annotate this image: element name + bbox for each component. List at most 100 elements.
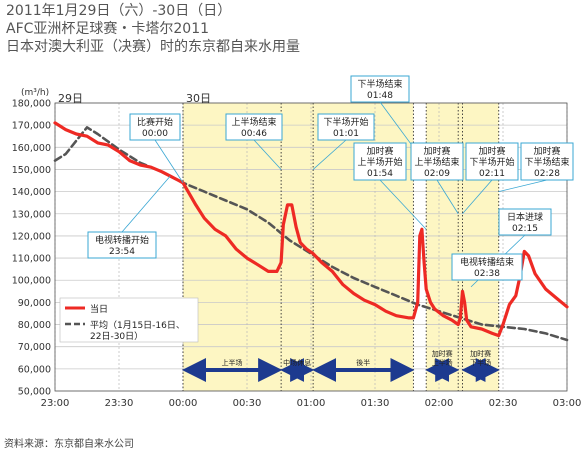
y-tick-label: 60,000	[18, 364, 51, 375]
callout-text: 02:11	[479, 169, 505, 179]
callout-text: 01:54	[367, 169, 393, 179]
x-tick-label: 03:00	[553, 398, 582, 409]
period-label: 加时赛	[432, 349, 453, 358]
callout-box	[410, 142, 464, 181]
y-tick-label: 100,000	[12, 276, 51, 287]
callout-box	[317, 113, 375, 141]
callout-text: 下半场结束	[357, 78, 402, 90]
y-tick-label: 150,000	[12, 165, 51, 176]
x-tick-label: 01:30	[361, 398, 390, 409]
x-tick-label: 00:00	[169, 398, 198, 409]
callout-text: 00:00	[142, 129, 168, 139]
chart-title-line-2: AFC亚洲杯足球赛・卡塔尔2011	[6, 21, 210, 37]
callout-box	[87, 231, 157, 259]
period-label: 中场休息	[283, 358, 311, 367]
callout-text: 比赛开始	[137, 116, 173, 128]
chart-title-line-1: 2011年1月29日（六）-30日（日）	[6, 3, 232, 19]
callout-leader	[253, 139, 282, 170]
callout-text: 01:01	[333, 129, 359, 139]
y-tick-label: 130,000	[12, 209, 51, 220]
callout-box	[520, 142, 574, 181]
callout-box	[353, 142, 407, 181]
callout-leader	[498, 179, 548, 193]
callout-text: 电视转播结束	[460, 256, 514, 268]
callout-text: 下半场开始	[323, 116, 368, 128]
x-tick-label: 02:30	[489, 398, 518, 409]
y-tick-label: 50,000	[18, 387, 51, 398]
callout-leader	[462, 179, 493, 215]
y-tick-label: 70,000	[18, 342, 51, 353]
series-today-line	[53, 121, 569, 338]
callout-text: 日本进球	[507, 211, 543, 223]
x-tick-label: 00:30	[233, 398, 262, 409]
callout-text: 02:28	[534, 169, 560, 179]
callout-text: 02:15	[512, 224, 538, 234]
callout-text: 电视转播开始	[95, 234, 149, 246]
y-tick-label: 80,000	[18, 320, 51, 331]
callout-text: 23:54	[109, 247, 135, 257]
x-tick-label: 23:00	[41, 398, 70, 409]
callout-leader	[312, 139, 347, 170]
callout-text: 加时赛	[478, 145, 505, 157]
plot-frame	[54, 102, 568, 392]
period-label: 下半场	[470, 358, 491, 367]
x-tick-label: 02:00	[425, 398, 454, 409]
callout-leader	[121, 175, 171, 233]
callout-text: 下半场结束	[524, 156, 569, 168]
callout-box	[451, 253, 523, 281]
callout-text: 01:48	[367, 91, 393, 101]
callout-leader	[379, 179, 427, 230]
callout-text: 上半场开始	[357, 156, 402, 168]
y-tick-label: 120,000	[12, 231, 51, 242]
period-label: 後半	[356, 358, 370, 367]
callout-leader	[154, 139, 184, 183]
y-tick-label: 160,000	[12, 143, 51, 154]
y-tick-label: 140,000	[12, 187, 51, 198]
callout-text: 加时赛	[423, 145, 450, 157]
callout-text: 上半场结束	[231, 116, 276, 128]
y-tick-label: 90,000	[18, 298, 51, 309]
callout-box	[465, 142, 519, 181]
series-average-line	[53, 126, 569, 342]
period-label: 加时赛	[470, 349, 491, 358]
callout-text: 02:38	[474, 269, 500, 279]
y-tick-label: 180,000	[12, 99, 51, 110]
day-label: 30日	[186, 92, 211, 105]
y-axis-unit: (m³/h)	[21, 88, 49, 98]
legend-average-label-cont: 22日-30日）	[90, 331, 143, 342]
callout-text: 上半场结束	[414, 156, 459, 168]
period-label: 上半场	[432, 358, 453, 367]
chart-title-line-3: 日本对澳大利亚（决赛）时的东京都自来水用量	[6, 39, 300, 55]
source-note: 资料来源：东京都自来水公司	[4, 439, 134, 450]
legend-today-label: 当日	[90, 303, 108, 315]
x-tick-label: 01:00	[297, 398, 326, 409]
callout-box	[129, 113, 181, 141]
callout-box	[350, 75, 410, 103]
callout-text: 下半场开始	[469, 156, 514, 168]
callout-box	[225, 113, 283, 141]
legend-average-label: 平均（1月15日-16日、	[90, 319, 185, 331]
x-tick-label: 23:30	[105, 398, 134, 409]
callout-text: 加时赛	[533, 145, 560, 157]
period-label: 上半场	[222, 358, 243, 367]
legend-box	[59, 297, 199, 343]
callout-leader	[436, 179, 459, 214]
y-tick-label: 110,000	[12, 254, 51, 265]
callout-text: 加时赛	[366, 145, 393, 157]
day-label: 29日	[58, 92, 83, 105]
callout-text: 00:46	[241, 129, 267, 139]
callout-box	[498, 208, 552, 236]
